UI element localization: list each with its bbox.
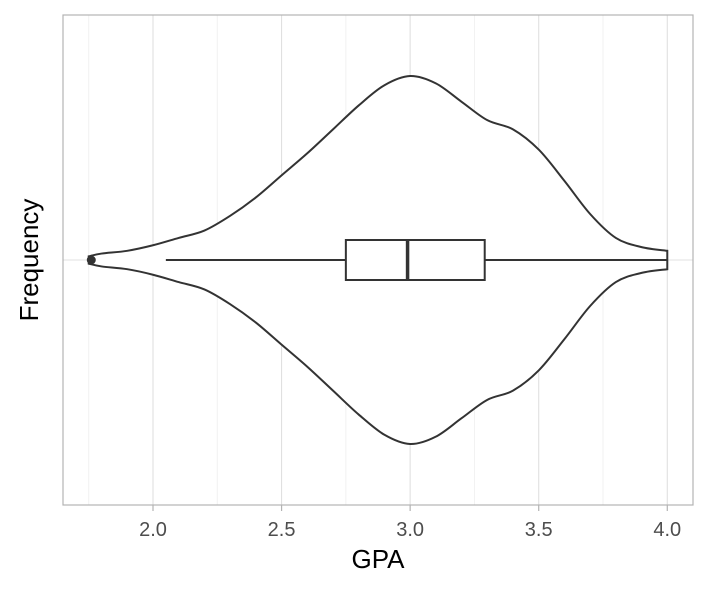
x-axis-title: GPA	[352, 544, 406, 574]
y-axis-title: Frequency	[14, 199, 44, 322]
x-axis-ticks: 2.0 2.5 3.0 3.5 4.0	[139, 505, 681, 541]
x-tick-label: 2.0	[139, 519, 167, 541]
plot-layer	[86, 74, 669, 446]
x-tick-label: 4.0	[653, 519, 681, 541]
x-tick-label: 3.0	[396, 519, 424, 541]
iqr-box	[344, 239, 486, 281]
outlier-point	[86, 255, 96, 265]
panel-border	[62, 14, 694, 506]
x-tick-label: 3.5	[525, 519, 553, 541]
x-tick-label: 2.5	[268, 519, 296, 541]
